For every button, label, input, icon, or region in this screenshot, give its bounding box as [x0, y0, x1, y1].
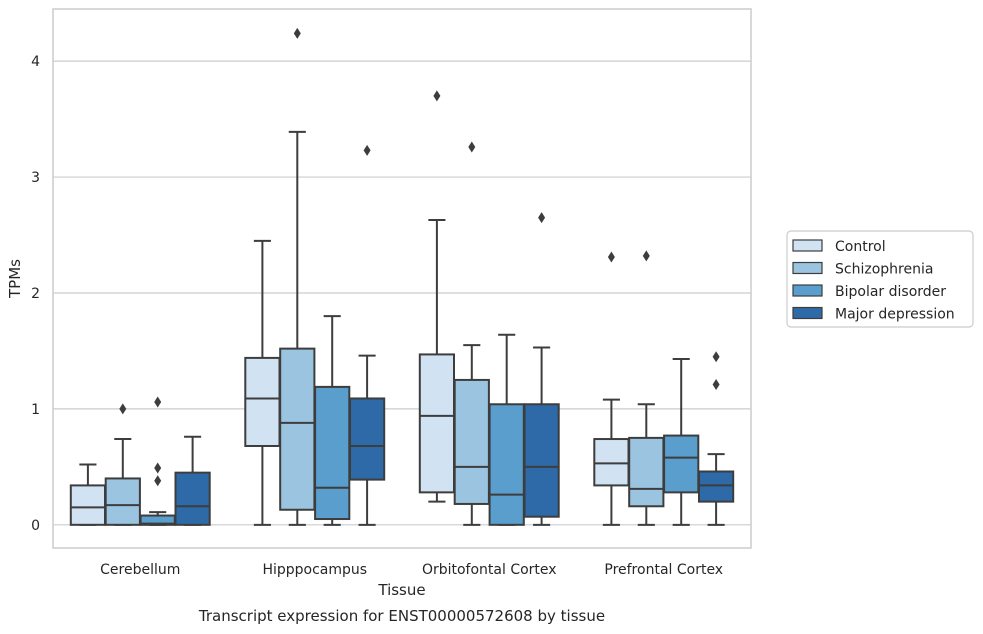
y-axis-label: TPMs [6, 259, 24, 299]
box-major-depression [174, 435, 211, 526]
box-major-depression [348, 144, 386, 526]
legend-swatch [792, 239, 823, 252]
box-iqr [348, 397, 386, 481]
legend-label: Schizophrenia [835, 262, 933, 278]
box-schizophrenia [628, 250, 665, 526]
box-bipolar-disorder [139, 396, 176, 526]
legend-swatch [792, 306, 823, 320]
legend-label: Major depression [835, 307, 955, 323]
outlier-point [607, 251, 615, 263]
outlier-point [642, 250, 650, 262]
legend-swatch [792, 261, 823, 275]
outlier-point [154, 462, 162, 474]
box-control [69, 463, 107, 526]
box-iqr [523, 403, 560, 518]
outlier-point [363, 144, 371, 156]
box-iqr [453, 378, 490, 505]
box-groups [69, 27, 735, 526]
x-tick-label: Orbitofontal Cortex [422, 562, 557, 578]
box-iqr [279, 347, 316, 511]
box-iqr [628, 436, 665, 508]
y-tick-label: 0 [31, 518, 40, 534]
y-tick-labels: 0 1 2 3 4 [31, 54, 40, 534]
box-schizophrenia [279, 27, 316, 526]
x-tick-labels: Cerebellum Hipppocampus Orbitofontal Corte… [100, 562, 723, 578]
box-iqr [104, 477, 141, 526]
box-bipolar-disorder [663, 358, 700, 526]
x-tick-label: Prefrontal Cortex [604, 562, 723, 578]
outlier-point [468, 141, 476, 153]
outlier-point [154, 475, 162, 487]
plot-frame [52, 8, 752, 549]
legend-label: Control [835, 239, 886, 255]
box-control [418, 90, 456, 503]
x-axis-label: Tissue [377, 581, 425, 599]
y-tick-label: 2 [31, 286, 40, 302]
box-schizophrenia [104, 403, 141, 526]
chart-caption: Transcript expression for ENST0000057260… [198, 607, 605, 625]
x-tick-label: Hipppocampus [262, 562, 367, 578]
y-gridlines [53, 60, 751, 526]
box-major-depression [523, 212, 560, 526]
box-iqr [663, 434, 700, 494]
outlier-point [293, 27, 301, 39]
legend-frame [786, 230, 974, 328]
outlier-point [712, 351, 720, 363]
box-iqr [69, 484, 107, 526]
box-iqr [174, 471, 211, 526]
box-iqr [314, 385, 351, 521]
outlier-point [538, 212, 546, 224]
box-control [244, 239, 281, 526]
y-tick-label: 3 [31, 170, 40, 186]
box-iqr [593, 438, 630, 487]
box-iqr [244, 356, 281, 447]
legend-swatch [792, 284, 823, 297]
y-tick-label: 4 [31, 54, 40, 70]
box-iqr [697, 470, 735, 503]
outlier-point [433, 90, 441, 102]
box-major-depression [697, 351, 735, 526]
outlier-point [154, 396, 162, 408]
y-tick-label: 1 [31, 402, 40, 418]
box-iqr [418, 353, 456, 494]
x-tick-label: Cerebellum [100, 562, 180, 578]
box-schizophrenia [453, 141, 490, 526]
outlier-point [119, 403, 127, 415]
box-control [593, 251, 630, 526]
box-iqr [488, 403, 525, 526]
legend: Control Schizophrenia Bipolar disorder Majo… [786, 230, 974, 328]
box-bipolar-disorder [488, 333, 525, 526]
box-bipolar-disorder [314, 315, 351, 526]
outlier-point [712, 379, 720, 391]
legend-label: Bipolar disorder [835, 284, 946, 300]
